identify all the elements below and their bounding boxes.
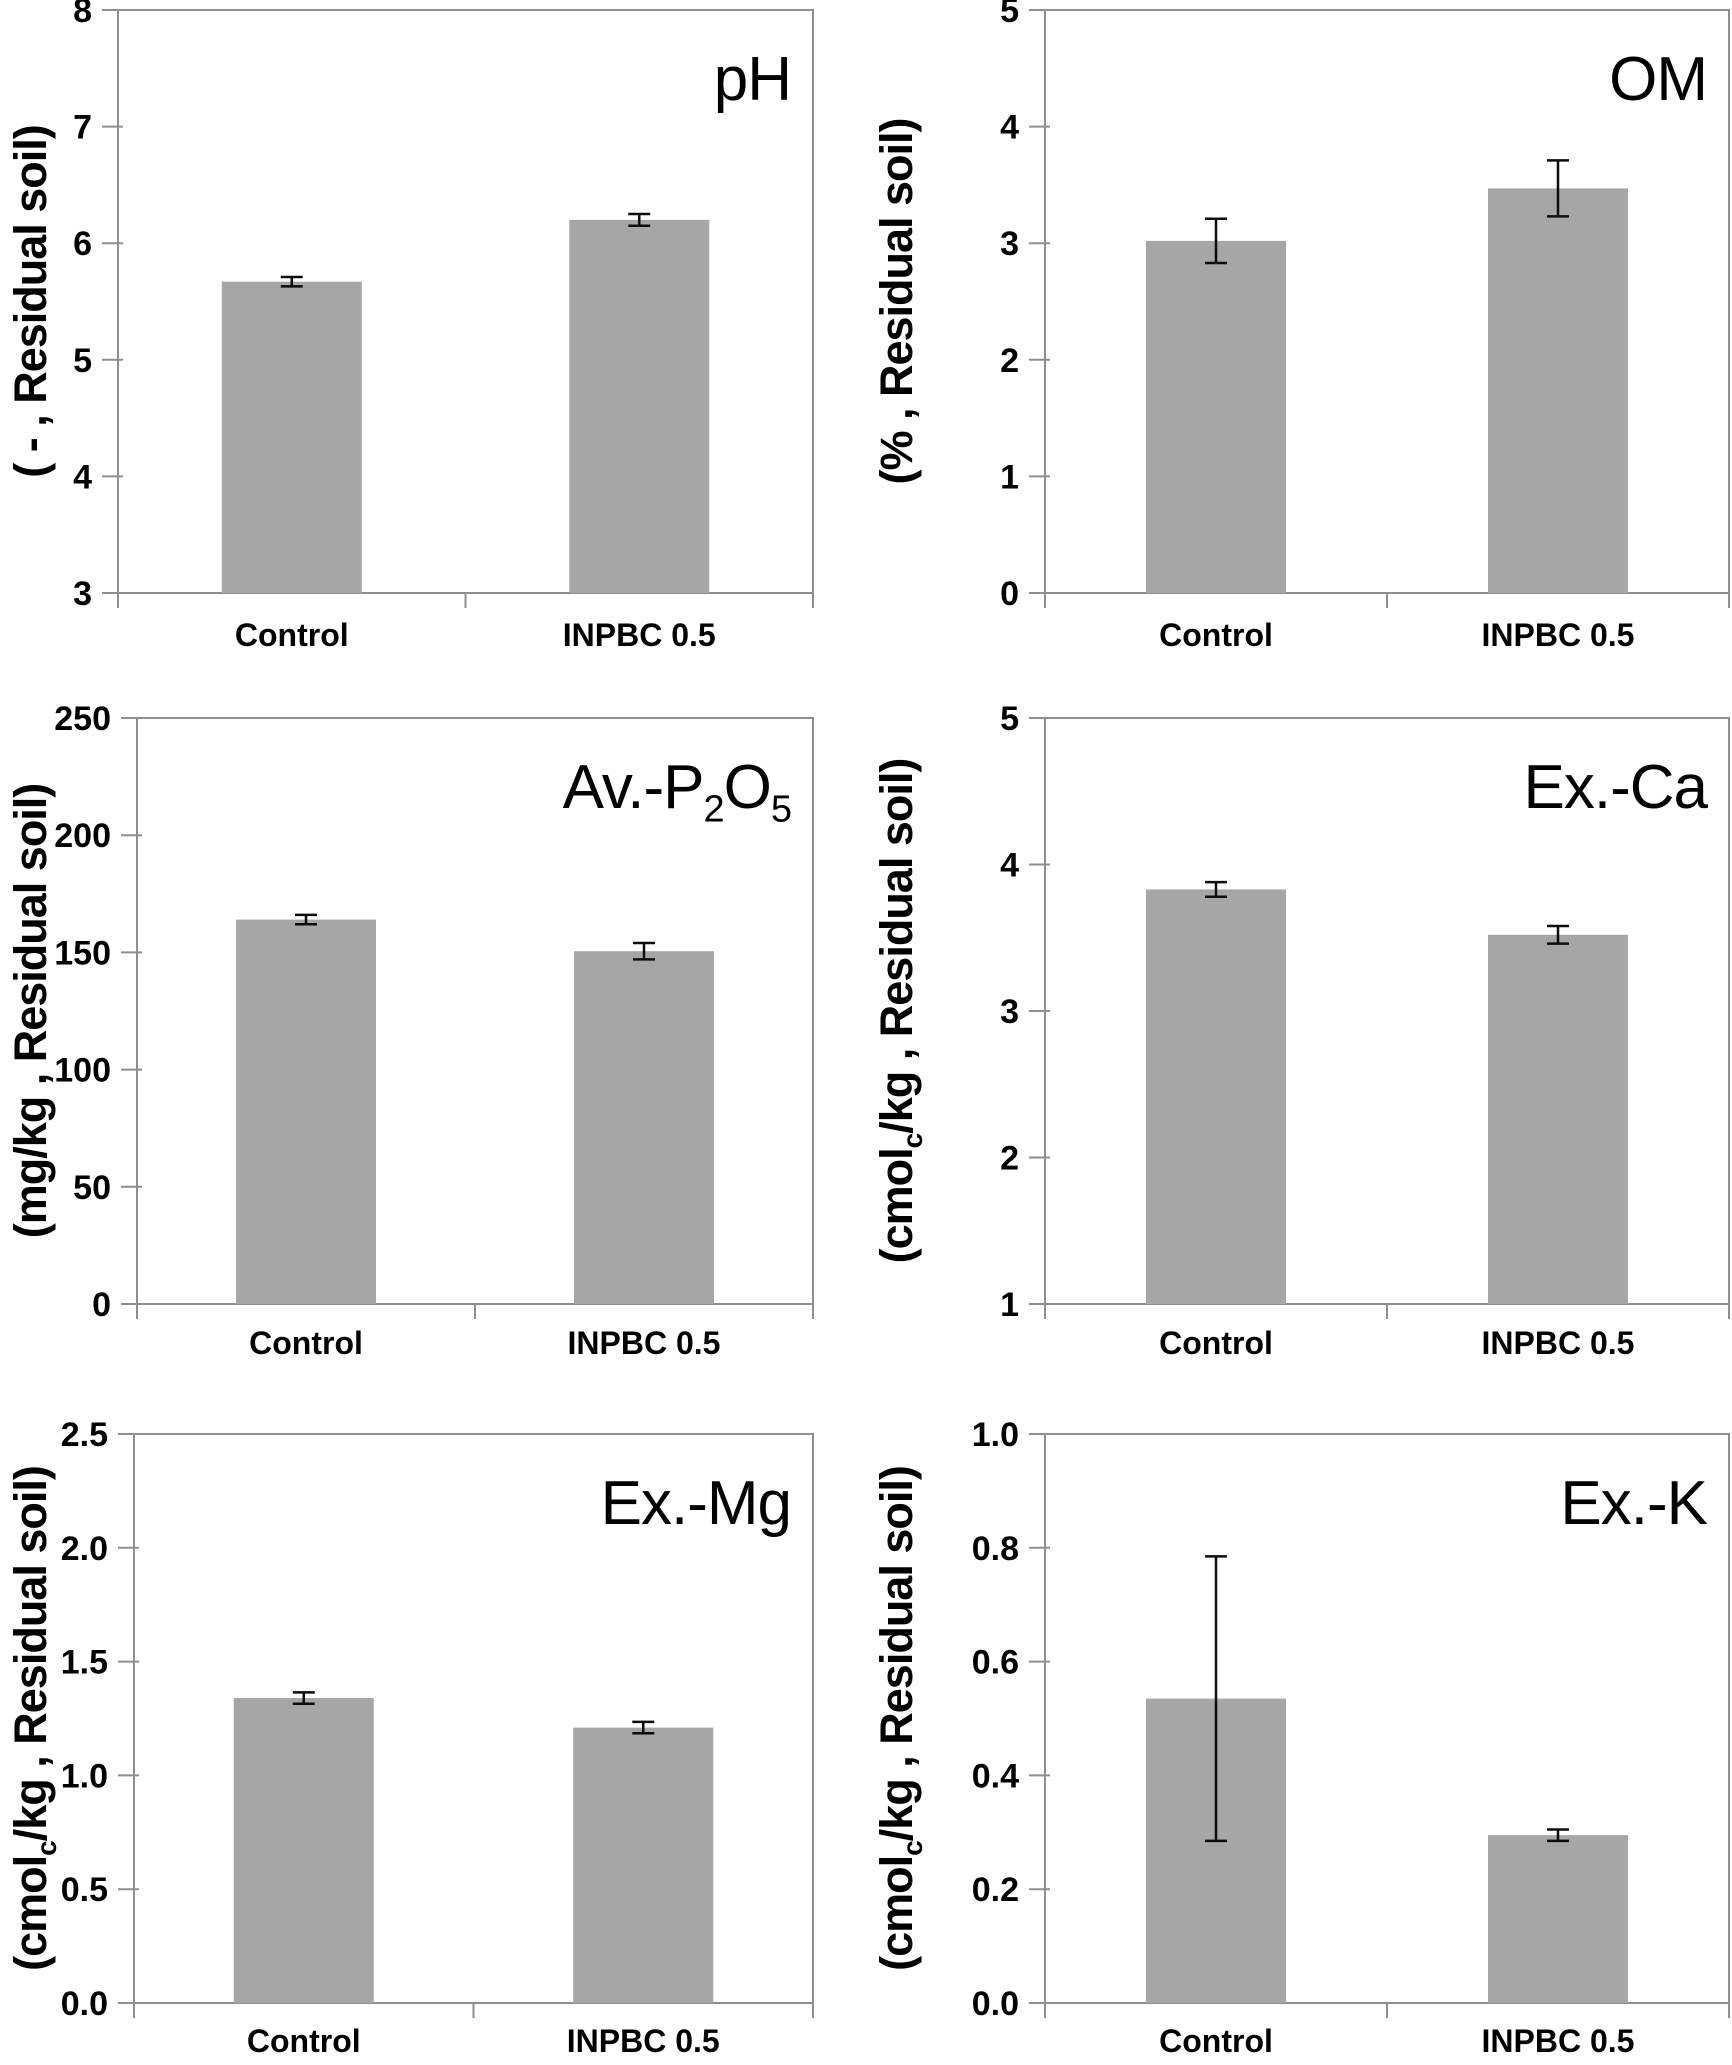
y-tick-label: 150 <box>54 934 111 972</box>
y-tick-label: 200 <box>54 817 111 855</box>
chart-title: Ex.-K <box>1560 1469 1707 1538</box>
y-tick-label: 0.8 <box>972 1530 1019 1568</box>
bar-control <box>1146 240 1286 594</box>
chart-om: 0 1 2 3 4 5 Control INPBC 0.5 OM (% , Residual so… <box>866 0 1732 688</box>
category-label: INPBC 0.5 <box>563 617 716 653</box>
category-label: INPBC 0.5 <box>567 2023 720 2059</box>
error-bar <box>628 212 651 227</box>
y-axis-title: (mg/kg , Residual soil) <box>5 784 56 1239</box>
chart-ph: 3 4 5 6 7 8 Control INPBC 0.5 pH ( - , Residual s… <box>0 0 866 688</box>
y-tick-label: 3 <box>73 575 92 613</box>
error-bar <box>1547 159 1569 218</box>
y-tick-label: 4 <box>1000 847 1019 885</box>
chart-ex-mg: 0.0 0.5 1.0 1.5 2.0 2.5 Control INPBC 0.5 Ex.-Mg… <box>0 1376 866 2065</box>
y-tick-label: 3 <box>1000 225 1019 263</box>
bar-inpbc-0-5 <box>569 219 710 593</box>
y-tick-label: 5 <box>1000 700 1019 738</box>
bar-inpbc-0-5 <box>574 951 714 1304</box>
y-tick-label: 5 <box>1000 0 1019 30</box>
error-bar <box>1547 924 1569 945</box>
y-axis-title: (cmolc/kg , Residual soil) <box>5 1466 62 1971</box>
y-tick-label: 5 <box>73 342 92 380</box>
category-label: Control <box>1159 1325 1273 1361</box>
chart-ph-canvas: 3 4 5 6 7 8 Control INPBC 0.5 pH ( - , Residual s… <box>5 0 814 653</box>
chart-title: Ex.-Mg <box>601 1469 791 1538</box>
y-axis-title: (cmolc/kg , Residual soil) <box>871 1466 928 1971</box>
chart-title: OM <box>1609 45 1707 114</box>
category-label: Control <box>1159 2023 1273 2059</box>
bar-control <box>233 1698 374 2003</box>
error-bar <box>292 1691 315 1705</box>
y-axis-title: (% , Residual soil) <box>871 118 922 484</box>
y-tick-label: 0.0 <box>61 1985 108 2023</box>
chart-ex-mg-canvas: 0.0 0.5 1.0 1.5 2.0 2.5 Control INPBC 0.5 Ex.-Mg… <box>5 1416 814 2059</box>
chart-ex-ca: 1 2 3 4 5 Control INPBC 0.5 Ex.-Ca (cmolc/kg , R… <box>866 688 1732 1376</box>
category-label: INPBC 0.5 <box>1482 2023 1635 2059</box>
y-tick-label: 0 <box>92 1286 111 1324</box>
bar-inpbc-0-5 <box>1488 934 1628 1304</box>
y-tick-label: 1.5 <box>61 1644 108 1682</box>
chart-ex-k-canvas: 0.0 0.2 0.4 0.6 0.8 1.0 Control INPBC 0.5 Ex.-K (… <box>871 1416 1730 2059</box>
chart-title: pH <box>714 45 791 114</box>
y-tick-label: 0.2 <box>972 1871 1019 1909</box>
category-label: INPBC 0.5 <box>568 1325 721 1361</box>
bar-control <box>221 281 362 593</box>
error-bar <box>1205 1555 1227 1843</box>
category-label: INPBC 0.5 <box>1482 617 1635 653</box>
y-tick-label: 4 <box>73 458 92 496</box>
y-tick-label: 1 <box>1000 458 1019 496</box>
y-tick-label: 2.5 <box>61 1416 108 1454</box>
chart-ex-k: 0.0 0.2 0.4 0.6 0.8 1.0 Control INPBC 0.5 Ex.-K (… <box>866 1376 1732 2065</box>
category-label: Control <box>1159 617 1273 653</box>
error-bar <box>633 941 655 961</box>
category-label: Control <box>235 617 349 653</box>
error-bar <box>1205 217 1227 265</box>
bar-inpbc-0-5 <box>573 1727 714 2003</box>
y-tick-label: 0 <box>1000 575 1019 613</box>
y-tick-label: 0.0 <box>972 1985 1019 2023</box>
y-tick-label: 4 <box>1000 109 1019 147</box>
error-bar <box>295 913 317 926</box>
y-axis-title: (cmolc/kg , Residual soil) <box>871 759 928 1264</box>
y-tick-label: 7 <box>73 109 92 147</box>
y-tick-label: 1 <box>1000 1286 1019 1324</box>
y-tick-label: 0.5 <box>61 1871 108 1909</box>
category-label: INPBC 0.5 <box>1482 1325 1635 1361</box>
y-tick-label: 8 <box>73 0 92 30</box>
chart-om-canvas: 0 1 2 3 4 5 Control INPBC 0.5 OM (% , Residual so… <box>871 0 1730 653</box>
y-tick-label: 2 <box>1000 342 1019 380</box>
chart-title: Ex.-Ca <box>1524 753 1709 822</box>
y-tick-label: 50 <box>73 1169 111 1207</box>
bar-control <box>1146 889 1286 1304</box>
chart-ex-ca-canvas: 1 2 3 4 5 Control INPBC 0.5 Ex.-Ca (cmolc/kg , R… <box>871 700 1730 1361</box>
y-tick-label: 0.6 <box>972 1644 1019 1682</box>
error-bar <box>632 1720 655 1735</box>
y-tick-label: 100 <box>54 1052 111 1090</box>
error-bar <box>280 275 303 288</box>
y-tick-label: 3 <box>1000 993 1019 1031</box>
y-tick-label: 2 <box>1000 1140 1019 1178</box>
error-bar <box>1547 1828 1569 1843</box>
y-axis-title: ( - , Residual soil) <box>5 125 56 478</box>
y-tick-label: 1.0 <box>61 1757 108 1795</box>
bar-inpbc-0-5 <box>1488 1835 1628 2003</box>
bar-control <box>236 919 376 1304</box>
category-label: Control <box>249 1325 363 1361</box>
chart-title: Av.-P2O5 <box>563 753 791 831</box>
chart-av-p2o5: 0 50 100 150 200 250 Control INPBC 0.5 Av.-P2O5 (… <box>0 688 866 1376</box>
y-tick-label: 0.4 <box>972 1757 1019 1795</box>
y-tick-label: 6 <box>73 225 92 263</box>
y-tick-label: 250 <box>54 700 111 738</box>
error-bar <box>1205 880 1227 898</box>
category-label: Control <box>247 2023 361 2059</box>
chart-av-p2o5-canvas: 0 50 100 150 200 250 Control INPBC 0.5 Av.-P2O5 (… <box>5 700 814 1361</box>
y-tick-label: 2.0 <box>61 1530 108 1568</box>
bar-inpbc-0-5 <box>1488 188 1628 593</box>
y-tick-label: 1.0 <box>972 1416 1019 1454</box>
